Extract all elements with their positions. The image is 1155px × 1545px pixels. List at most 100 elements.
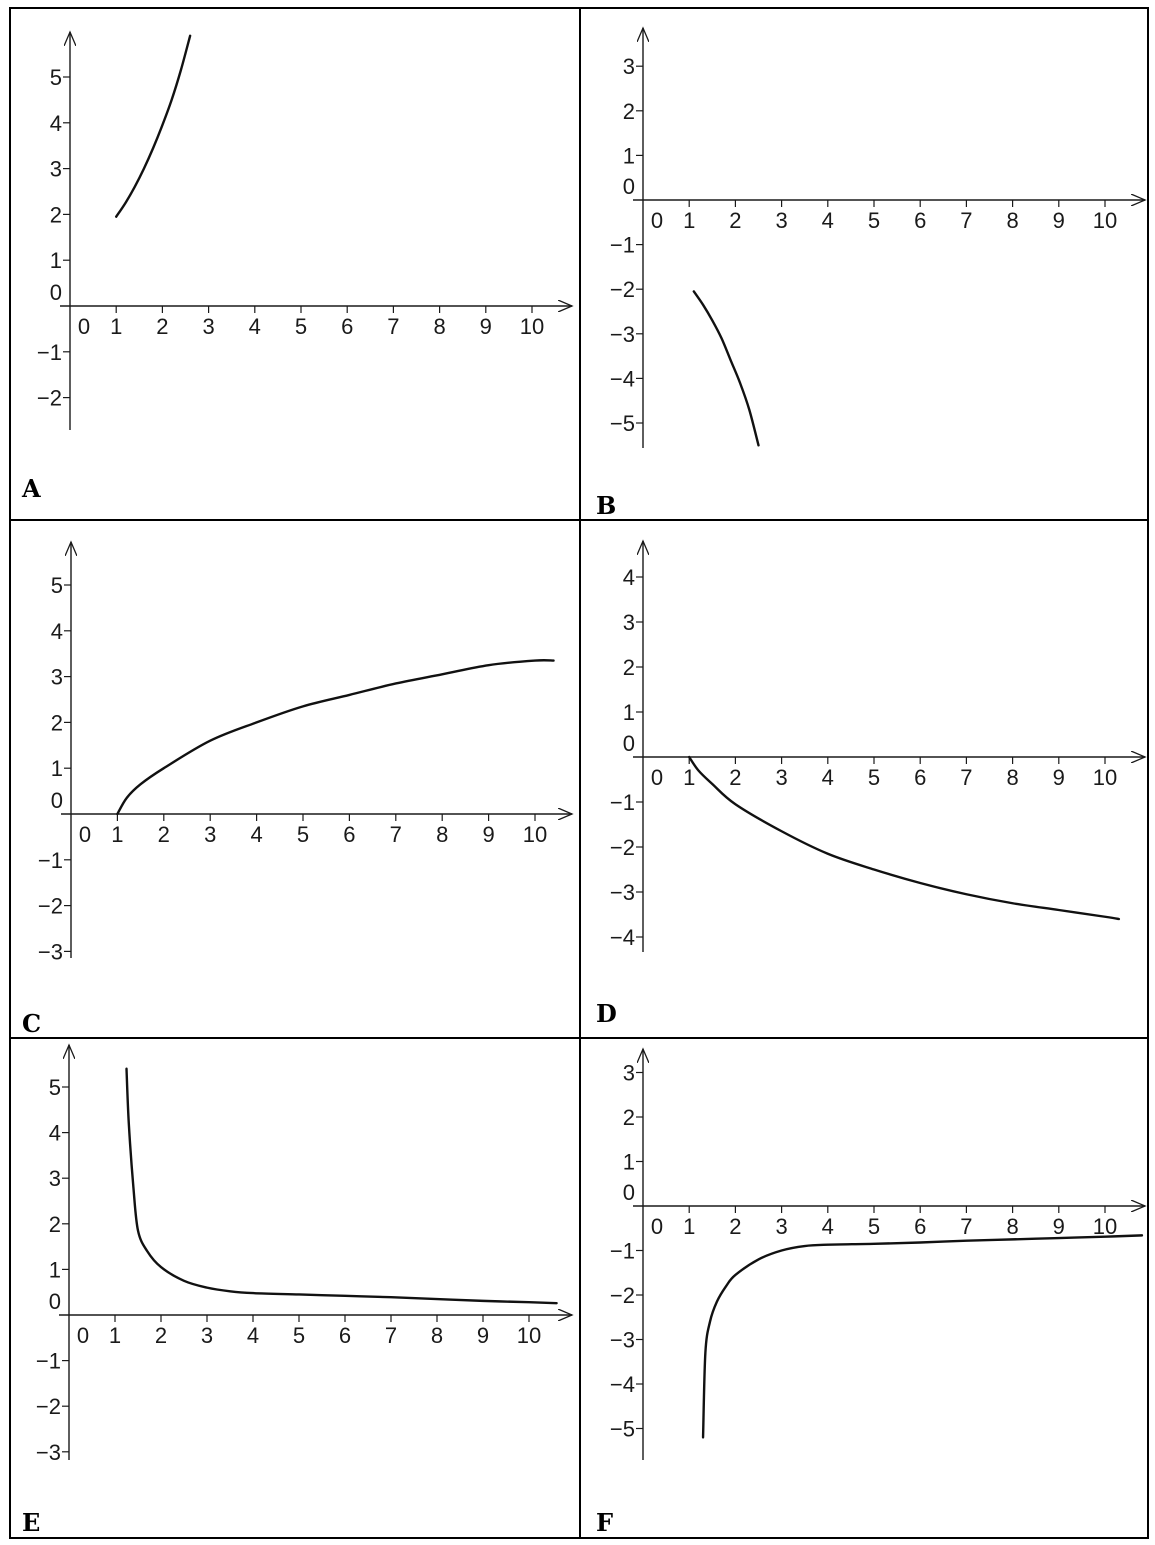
y-tick-label: 3 [623,54,635,79]
y-tick-label: −1 [38,848,63,873]
x-tick-label: 7 [387,314,399,339]
x-tick-label: 7 [960,1214,972,1239]
x-tick-label: 7 [960,208,972,233]
x-tick-label: 2 [729,1214,741,1239]
x-tick-label: 1 [683,1214,695,1239]
y-tick-label: 1 [49,1257,61,1282]
x-tick-label: 10 [520,314,544,339]
x-tick-label: 1 [110,314,122,339]
x-tick-label: 0 [651,765,663,790]
y-tick-label: −3 [610,1328,635,1353]
y-tick-label: 0 [623,731,635,756]
y-tick-label: 2 [50,202,62,227]
y-tick-label: −4 [610,925,635,950]
x-tick-label: 9 [1053,765,1065,790]
x-tick-label: 4 [247,1323,259,1348]
y-tick-label: −2 [37,386,62,411]
y-tick-label: 2 [623,655,635,680]
x-tick-label: 2 [729,208,741,233]
x-tick-label: 4 [822,1214,834,1239]
y-tick-label: −4 [610,366,635,391]
y-tick-label: 3 [51,665,63,690]
x-tick-label: 8 [1006,765,1018,790]
y-tick-label: −1 [610,790,635,815]
x-tick-label: 0 [79,822,91,847]
x-tick-label: 5 [868,208,880,233]
y-tick-label: 1 [623,700,635,725]
y-tick-label: −3 [610,322,635,347]
panel-label: F [596,1508,613,1537]
y-tick-label: 3 [623,1061,635,1086]
y-tick-label: 0 [50,280,62,305]
function-curve [692,290,760,447]
x-tick-label: 4 [250,822,262,847]
x-tick-label: 3 [204,822,216,847]
function-curve [701,1234,1144,1439]
y-tick-label: −1 [610,233,635,258]
y-tick-label: −1 [37,340,62,365]
x-tick-label: 6 [341,314,353,339]
x-tick-label: 6 [343,822,355,847]
panel-label: E [22,1508,40,1537]
x-tick-label: 4 [822,208,834,233]
x-tick-label: 8 [1006,1214,1018,1239]
x-tick-label: 2 [729,765,741,790]
x-tick-label: 5 [868,1214,880,1239]
x-tick-label: 4 [822,765,834,790]
x-tick-label: 0 [651,1214,663,1239]
function-curve [688,755,1121,921]
y-tick-label: −3 [610,880,635,905]
x-tick-label: 7 [385,1323,397,1348]
y-tick-label: 3 [623,610,635,635]
y-tick-label: 2 [623,99,635,124]
y-tick-label: 0 [623,1180,635,1205]
y-tick-label: 5 [51,573,63,598]
y-tick-label: 1 [623,143,635,168]
x-tick-label: 3 [202,314,214,339]
y-tick-label: 1 [51,756,63,781]
y-tick-label: −5 [610,411,635,436]
y-tick-label: −1 [36,1349,61,1374]
y-tick-label: 5 [50,65,62,90]
x-tick-label: 3 [775,208,787,233]
x-tick-label: 0 [77,1323,89,1348]
y-tick-label: 3 [49,1166,61,1191]
x-tick-label: 9 [480,314,492,339]
x-tick-label: 5 [295,314,307,339]
x-tick-label: 1 [109,1323,121,1348]
x-tick-label: 10 [1093,1214,1117,1239]
x-tick-label: 4 [249,314,261,339]
y-tick-label: 2 [623,1105,635,1130]
x-tick-label: 6 [914,208,926,233]
y-tick-label: 3 [50,157,62,182]
y-tick-label: 4 [49,1121,61,1146]
function-curve [116,659,555,816]
y-tick-label: −3 [36,1440,61,1465]
x-tick-label: 5 [293,1323,305,1348]
y-tick-label: 0 [51,788,63,813]
x-tick-label: 2 [158,822,170,847]
panel-label: D [596,999,617,1028]
x-tick-label: 10 [523,822,547,847]
x-tick-label: 6 [914,1214,926,1239]
x-tick-label: 10 [1093,765,1117,790]
x-tick-label: 1 [683,208,695,233]
x-tick-label: 3 [775,765,787,790]
x-tick-label: 3 [775,1214,787,1239]
x-tick-label: 7 [960,765,972,790]
y-tick-label: −2 [610,835,635,860]
x-tick-label: 8 [431,1323,443,1348]
y-tick-label: 0 [49,1289,61,1314]
x-tick-label: 10 [1093,208,1117,233]
y-tick-label: 1 [623,1150,635,1175]
x-tick-label: 1 [683,765,695,790]
y-tick-label: 2 [49,1212,61,1237]
x-tick-label: 1 [111,822,123,847]
x-tick-label: 7 [390,822,402,847]
x-tick-label: 5 [297,822,309,847]
x-tick-label: 6 [339,1323,351,1348]
